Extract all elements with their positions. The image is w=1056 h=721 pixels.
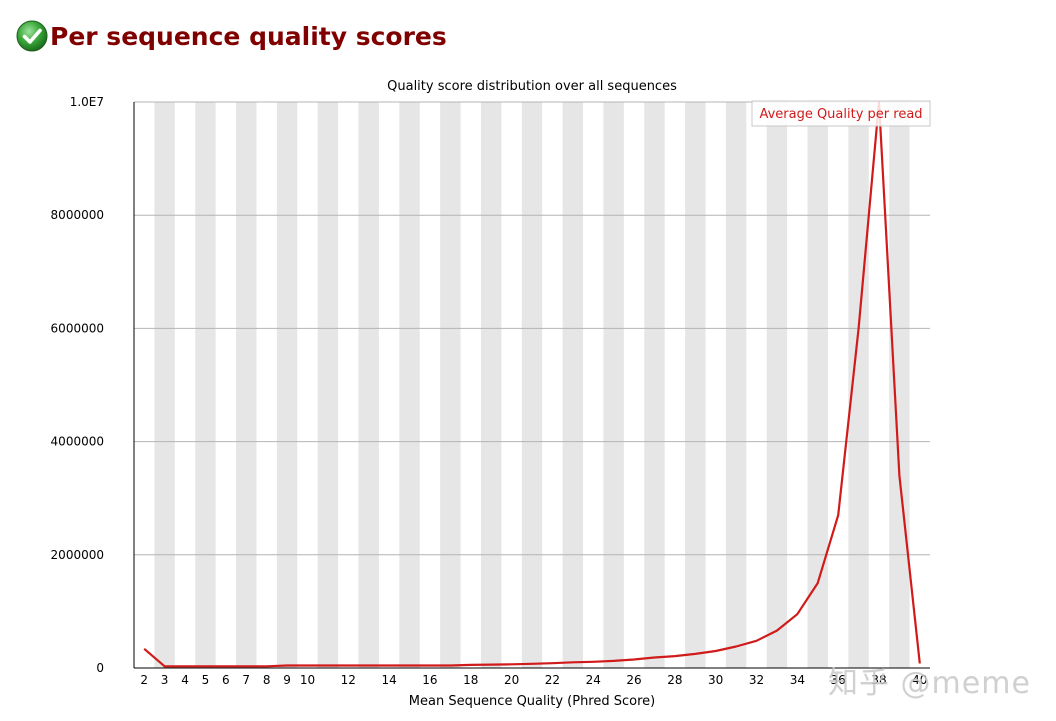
x-tick-label: 16 [422, 673, 437, 687]
x-tick-label: 30 [708, 673, 723, 687]
x-tick-label: 34 [790, 673, 805, 687]
legend-entry: Average Quality per read [759, 107, 922, 122]
grid-band [440, 102, 461, 668]
x-tick-label: 36 [831, 673, 846, 687]
x-tick-label: 5 [202, 673, 210, 687]
grid-band [195, 102, 216, 668]
y-tick-label: 0 [96, 661, 104, 675]
grid-band [154, 102, 175, 668]
grid-band [317, 102, 339, 668]
grid-band [725, 102, 747, 668]
series-line [143, 100, 921, 668]
y-tick-label: 1.0E7 [70, 95, 104, 109]
x-tick-label: 22 [545, 673, 560, 687]
x-axis-label: Mean Sequence Quality (Phred Score) [409, 694, 655, 709]
y-tick-label: 8000000 [51, 208, 104, 222]
x-tick-label: 6 [222, 673, 230, 687]
grid-band [358, 102, 379, 668]
x-tick-label: 8 [263, 673, 271, 687]
page-title: Per sequence quality scores [50, 21, 447, 51]
y-tick-label: 2000000 [51, 548, 104, 562]
y-tick-label: 4000000 [51, 435, 104, 449]
check-circle-icon [16, 20, 48, 52]
x-tick-label: 12 [341, 673, 356, 687]
x-tick-label: 26 [626, 673, 641, 687]
grid-band [807, 102, 828, 668]
grid-band [644, 102, 665, 668]
x-tick-label: 7 [242, 673, 250, 687]
x-tick-label: 28 [667, 673, 682, 687]
x-tick-label: 24 [586, 673, 601, 687]
y-tick-label: 6000000 [51, 321, 104, 335]
legend-box [751, 100, 931, 127]
grid-band [766, 102, 788, 668]
x-tick-label: 20 [504, 673, 519, 687]
x-tick-label: 14 [381, 673, 396, 687]
watermark: 知乎 @meme [828, 666, 1031, 701]
grid-band [276, 102, 298, 668]
chart-title: Quality score distribution over all sequ… [387, 79, 677, 94]
grid-band [685, 102, 706, 668]
grid-band [848, 102, 869, 668]
grid-band [480, 102, 502, 668]
grid-band [889, 102, 910, 668]
grid-band [603, 102, 624, 668]
x-tick-label: 40 [912, 673, 927, 687]
grid-band [562, 102, 584, 668]
x-tick-label: 10 [300, 673, 315, 687]
grid-band [521, 102, 543, 668]
x-tick-label: 3 [161, 673, 169, 687]
x-tick-label: 2 [140, 673, 148, 687]
header: Per sequence quality scores [16, 16, 447, 56]
grid-band [399, 102, 420, 668]
x-tick-label: 18 [463, 673, 478, 687]
x-tick-label: 38 [871, 673, 886, 687]
grid-band [236, 102, 257, 668]
x-tick-label: 9 [283, 673, 291, 687]
x-tick-label: 4 [181, 673, 189, 687]
x-tick-label: 32 [749, 673, 764, 687]
